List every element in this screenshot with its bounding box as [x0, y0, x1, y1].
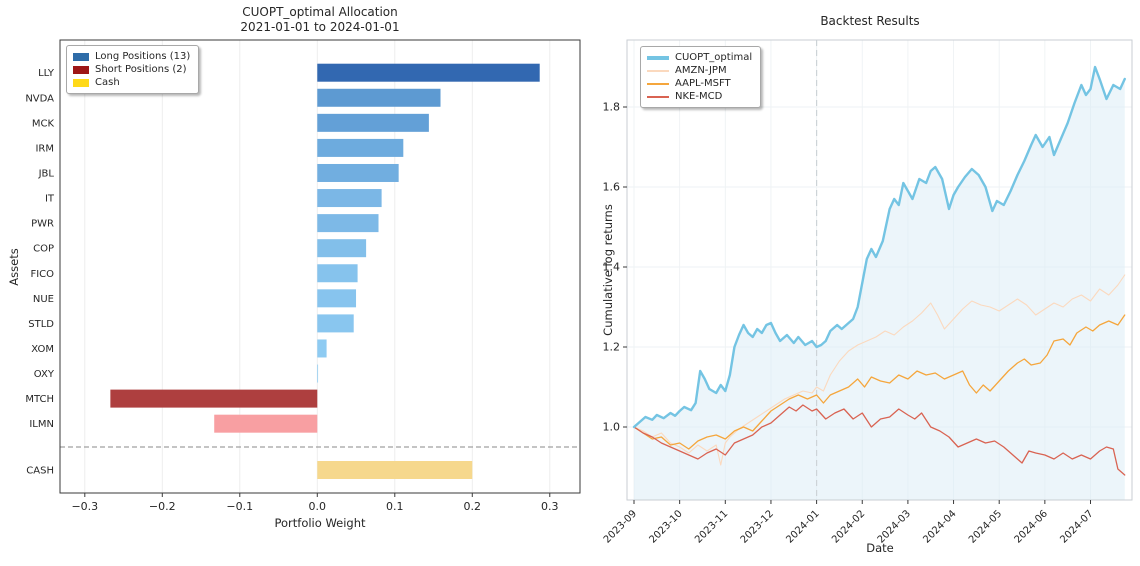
nke-mcd-line-swatch	[647, 95, 669, 98]
y-tick-label-MTCH: MTCH	[25, 394, 54, 405]
y-tick-label-OXY: OXY	[34, 369, 55, 380]
legend-label: AAPL-MSFT	[675, 78, 731, 89]
allocation-ylabel: Assets	[7, 248, 21, 286]
y-tick-label-LLY: LLY	[38, 68, 55, 79]
y-tick-label-PWR: PWR	[31, 219, 54, 230]
allocation-subtitle: 2021-01-01 to 2024-01-01	[240, 20, 400, 34]
bar-LLY	[317, 63, 540, 82]
y-tick-label: 1.2	[603, 341, 621, 354]
y-tick-label: 1.4	[603, 261, 621, 274]
y-tick-label-STLD: STLD	[28, 319, 54, 330]
y-tick-label-MCK: MCK	[32, 118, 55, 129]
allocation-xlabel: Portfolio Weight	[274, 516, 366, 530]
legend-item-nke-mcd: NKE-MCD	[647, 90, 752, 103]
series-line-NKE-MCD	[633, 404, 1126, 476]
area-fill-CUOPT_optimal	[634, 67, 1125, 500]
legend-item-cuopt: CUOPT_optimal	[647, 51, 752, 64]
x-tick-label: −0.3	[71, 500, 98, 513]
bar-NVDA	[317, 88, 441, 107]
y-tick-label-CASH: CASH	[26, 466, 54, 477]
legend-item-long: Long Positions (13)	[73, 50, 190, 63]
y-tick-label-ILMN: ILMN	[29, 419, 54, 430]
legend-item-amzn-jpm: AMZN-JPM	[647, 64, 752, 77]
legend-item-aapl-msft: AAPL-MSFT	[647, 77, 752, 90]
amzn-jpm-line-swatch	[647, 69, 669, 72]
x-tick-label: 0.2	[464, 500, 482, 513]
series-line-AAPL-MSFT	[633, 314, 1126, 450]
short-positions-swatch	[73, 65, 89, 74]
allocation-bar-chart: LLY NVDA MCK IRM JBL IT PWR COP FICO NUE STLD XOM OX…	[25, 39, 581, 513]
y-tick-label-FICO: FICO	[30, 269, 54, 280]
series-line-CUOPT_optimal	[632, 65, 1126, 429]
x-tick-label: 0.1	[386, 500, 404, 513]
bar-XOM	[317, 339, 327, 358]
x-tick-label: −0.1	[226, 500, 253, 513]
legend-item-short: Short Positions (2)	[73, 63, 190, 76]
legend-label: AMZN-JPM	[675, 65, 727, 76]
bar-JBL	[317, 163, 399, 182]
allocation-chart-panel: CUOPT_optimal Allocation 2021-01-01 to 2…	[7, 5, 581, 530]
legend-label: NKE-MCD	[675, 91, 723, 102]
bar-MTCH	[110, 389, 318, 408]
backtest-ylabel: Cumulative log returns	[601, 204, 615, 336]
x-tick-label: −0.2	[149, 500, 176, 513]
y-tick-label: 1.0	[603, 421, 621, 434]
legend-label: Long Positions (13)	[95, 51, 191, 62]
bar-PWR	[317, 214, 379, 233]
cash-swatch	[73, 78, 89, 87]
y-tick-label-IRM: IRM	[35, 143, 54, 154]
y-tick-label-NVDA: NVDA	[25, 93, 54, 104]
backtest-xlabel: Date	[866, 541, 894, 555]
allocation-legend: Long Positions (13) Short Positions (2) …	[66, 45, 200, 94]
y-tick-label: 1.6	[603, 181, 621, 194]
bar-OXY	[317, 364, 319, 383]
bar-COP	[317, 239, 367, 258]
legend-item-cash: Cash	[73, 76, 190, 89]
cuopt-line-swatch	[647, 55, 669, 60]
backtest-legend: CUOPT_optimal AMZN-JPM AAPL-MSFT NKE-MCD	[640, 46, 762, 108]
bar-STLD	[317, 314, 354, 333]
x-tick-label: 0.3	[541, 500, 559, 513]
bar-ILMN	[214, 414, 318, 433]
y-tick-label-JBL: JBL	[38, 168, 55, 179]
legend-label: Cash	[95, 77, 120, 88]
y-tick-label-NUE: NUE	[33, 294, 54, 305]
y-tick-label: 1.8	[603, 101, 621, 114]
bar-IT	[317, 189, 382, 208]
x-tick-label: 0.0	[309, 500, 327, 513]
long-positions-swatch	[73, 52, 89, 61]
bar-NUE	[317, 289, 357, 308]
axes-frame	[626, 39, 1133, 501]
legend-label: CUOPT_optimal	[675, 52, 753, 63]
y-tick-label-XOM: XOM	[31, 344, 54, 355]
bar-MCK	[317, 113, 429, 132]
aapl-msft-line-swatch	[647, 82, 669, 85]
allocation-title: CUOPT_optimal Allocation	[242, 5, 398, 19]
legend-label: Short Positions (2)	[95, 64, 187, 75]
bar-FICO	[317, 264, 358, 283]
y-tick-label-COP: COP	[33, 244, 54, 255]
axes-frame	[59, 39, 581, 494]
series-line-AMZN-JPM	[633, 274, 1126, 466]
backtest-title: Backtest Results	[820, 14, 920, 28]
bar-CASH	[317, 461, 473, 479]
backtest-chart-panel: Backtest Results 1.0 1.2 1.4 1.6 1.8 2023-09 2…	[600, 0, 1140, 566]
bar-IRM	[317, 138, 404, 157]
y-tick-label-IT: IT	[45, 194, 55, 205]
